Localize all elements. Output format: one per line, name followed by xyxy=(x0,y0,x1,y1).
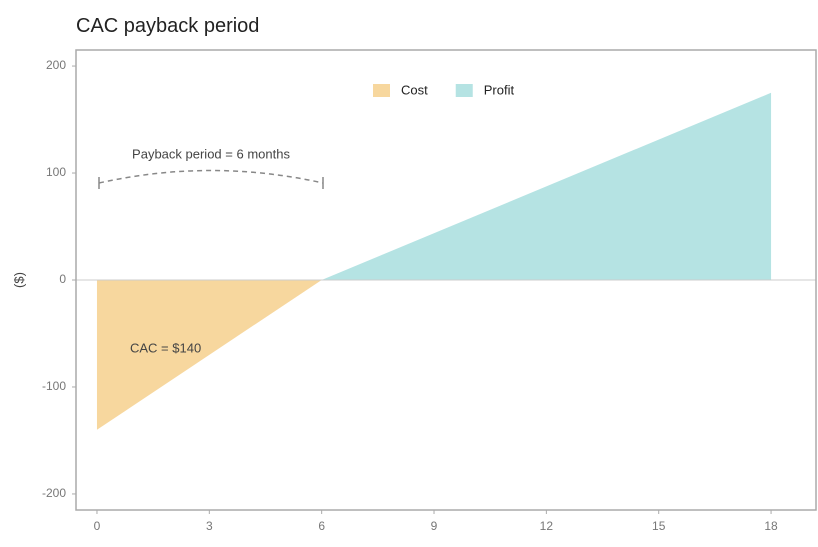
legend-label: Profit xyxy=(484,82,515,97)
y-tick-label: 100 xyxy=(46,165,66,179)
y-tick-label: 0 xyxy=(59,272,66,286)
x-tick-label: 18 xyxy=(764,519,778,533)
y-tick-label: -100 xyxy=(42,379,66,393)
x-tick-label: 6 xyxy=(318,519,325,533)
x-tick-label: 12 xyxy=(540,519,554,533)
x-tick-label: 0 xyxy=(94,519,101,533)
y-tick-label: -200 xyxy=(42,486,66,500)
x-tick-label: 3 xyxy=(206,519,213,533)
legend-swatch xyxy=(373,84,390,97)
x-tick-label: 9 xyxy=(431,519,438,533)
legend-label: Cost xyxy=(401,82,428,97)
payback-bracket xyxy=(98,169,324,189)
plot-area xyxy=(76,92,816,430)
y-tick-label: 200 xyxy=(46,58,66,72)
legend-swatch xyxy=(455,84,473,97)
x-tick-label: 15 xyxy=(652,519,666,533)
y-axis-label: ($) xyxy=(11,272,26,288)
area xyxy=(96,280,322,430)
area xyxy=(321,92,772,280)
payback-annotation: Payback period = 6 months xyxy=(132,146,290,161)
chart-title: CAC payback period xyxy=(76,15,259,37)
cac-annotation: CAC = $140 xyxy=(130,340,201,355)
